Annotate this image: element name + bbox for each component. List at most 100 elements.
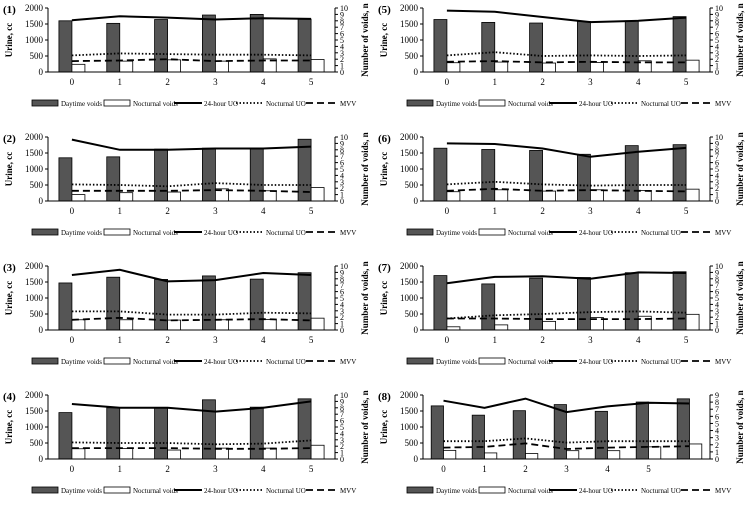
y-right-tick-label: 9 [715,139,719,148]
y-left-tick-label: 2000 [25,261,44,271]
y-left-tick-label: 1500 [25,406,44,416]
x-tick-label: 3 [213,464,218,474]
x-tick-label: 1 [118,206,123,216]
legend: Daytime voids Nocturnal voids 24-hour UO No… [31,357,356,366]
chart-svg: (3)Urine, cc Number of voids, n0500100015… [3,261,370,366]
line-nocturnal-uo [443,437,690,444]
y-left-tick-label: 2000 [400,261,419,271]
y-right-tick-label: 0 [715,455,719,464]
y-left-tick-label: 0 [39,454,44,464]
y-left-tick-label: 500 [405,438,419,448]
line-nocturnal-uo [446,310,687,320]
x-tick-label: 2 [165,464,170,474]
bar-nocturnal-voids [494,61,509,73]
y-right-axis-label: Number of voids, n [360,3,370,76]
y-left-tick-label: 0 [414,454,419,464]
y-right-tick-label: 7 [715,405,719,414]
y-left-tick-label: 1000 [25,293,44,303]
legend-label-nocturnal-uo: Nocturnal UO [266,100,306,108]
legend-swatch-nocturnal-voids [478,99,506,107]
y-right-tick-label: 3 [715,178,719,187]
x-tick-label: 4 [261,206,266,216]
legend-swatch-nocturnal-voids [103,228,131,236]
bar-nocturnal-voids [215,319,229,331]
y-left-tick-label: 0 [414,67,419,77]
line-nocturnal-uo [446,51,687,57]
x-tick-label: 1 [118,77,123,87]
legend-label-nocturnal-voids: Nocturnal voids [133,487,178,495]
chart-panel-2: (2) Urine, cc Number of voids, n 0 500 1000 15… [0,129,375,258]
y-right-tick-label: 3 [715,434,719,443]
x-tick-label: 3 [588,335,593,345]
line-mvv [446,317,687,320]
legend-label-24-hour-uo: 24-hour UO [204,487,238,495]
bar-daytime-voids [154,148,168,202]
x-tick-label: 0 [445,335,450,345]
bar-nocturnal-voids [590,62,604,73]
bar-daytime-voids [577,277,591,331]
y-left-axis-label: Urine, cc [4,281,14,315]
bar-nocturnal-voids [215,447,229,460]
y-left-tick-label: 1000 [400,164,419,174]
bar-daytime-voids [529,277,543,331]
bar-nocturnal-voids [167,59,181,73]
y-right-tick-label: 4 [340,171,344,180]
y-left-axis-label: Urine, cc [379,410,389,444]
bar-nocturnal-voids [648,446,662,460]
legend-label-daytime-voids: Daytime voids [61,358,102,366]
y-right-tick-label: 3 [715,307,719,316]
legend: Daytime voids Nocturnal voids 24-hour UO No… [406,228,731,237]
bar-daytime-voids [154,19,168,73]
y-left-axis-label: Urine, cc [4,410,14,444]
legend-label-nocturnal-uo: Nocturnal UO [641,487,681,495]
legend: Daytime voids Nocturnal voids 24-hour UO No… [31,486,356,495]
legend-label-24-hour-uo: 24-hour UO [579,358,613,366]
chart-title: (8) [378,391,391,403]
x-tick-label: 1 [118,335,123,345]
bar-daytime-voids [624,145,639,202]
x-tick-label: 1 [482,464,487,474]
bar-daytime-voids [202,14,216,73]
bar-daytime-voids [106,156,121,202]
y-left-tick-label: 1500 [25,148,44,158]
legend: Daytime voids Nocturnal voids 24-hour UO No… [406,99,731,108]
x-tick-label: 2 [165,206,170,216]
legend-label-24-hour-uo: 24-hour UO [579,100,613,108]
legend-label-nocturnal-voids: Nocturnal voids [508,358,553,366]
x-tick-label: 0 [441,464,446,474]
x-tick-label: 0 [445,206,450,216]
line-mvv [446,60,687,64]
legend-label-mvv: MVV [340,229,356,237]
y-right-axis-label: Number of voids, n [360,390,370,463]
y-right-tick-label: 5 [715,165,719,174]
y-right-tick-label: 4 [340,42,344,51]
bar-daytime-voids [594,410,608,460]
bar-nocturnal-voids [71,319,86,331]
bar-daytime-voids [433,19,448,73]
y-right-tick-label: 3 [340,436,344,445]
bar-nocturnal-voids [310,59,325,73]
x-tick-label: 5 [684,206,689,216]
chart-svg: (5)Urine, cc Number of voids, n0500100015… [378,3,745,108]
y-right-tick-label: 3 [340,49,344,58]
bar-nocturnal-voids [542,320,556,331]
y-left-tick-label: 0 [39,67,44,77]
chart-title: (2) [3,133,16,145]
y-right-axis-label: Number of voids, n [735,390,745,463]
y-right-tick-label: 7 [715,152,719,161]
y-right-tick-label: 5 [715,419,719,428]
legend-label-nocturnal-voids: Nocturnal voids [508,229,553,237]
bar-daytime-voids [624,272,639,331]
chart-panel-6: (6) Urine, cc Number of voids, n 0 500 1000 15… [375,129,750,258]
chart-panel-4: (4) Urine, cc Number of voids, n 0 500 1000 15… [0,387,375,516]
y-right-tick-label: 8 [715,398,719,407]
bar-nocturnal-voids [566,450,580,460]
y-right-tick-label: 9 [340,139,344,148]
line-24-hour-uo [443,397,690,414]
line-mvv [446,187,687,193]
bar-daytime-voids [58,282,73,331]
line-mvv [443,442,690,450]
y-right-tick-label: 4 [715,42,719,51]
chart-panel-5: (5) Urine, cc Number of voids, n 0 500 1000 15… [375,0,750,129]
y-right-tick-label: 1 [340,62,344,71]
